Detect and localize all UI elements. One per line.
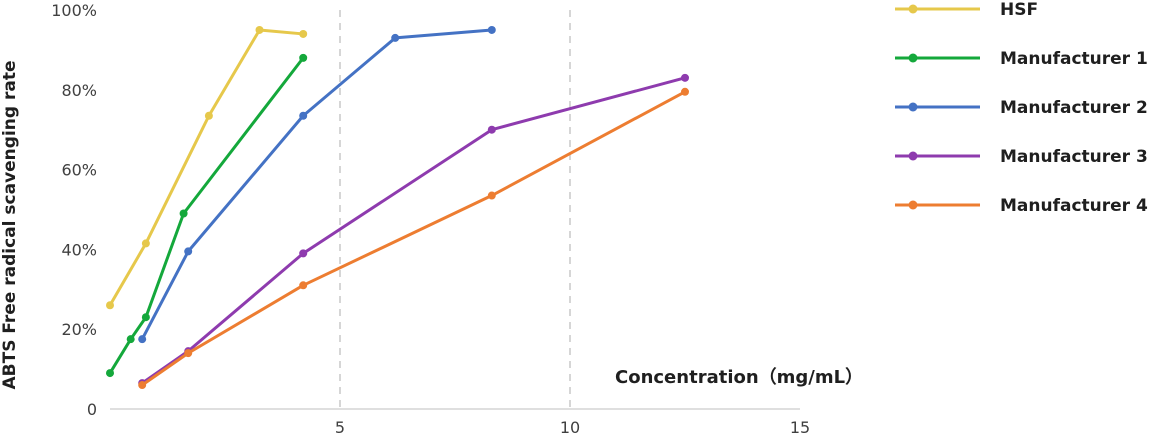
gridlines (339, 10, 571, 409)
data-point (184, 349, 193, 358)
series-line (140, 90, 687, 387)
series-group (106, 25, 689, 390)
data-point (184, 247, 193, 256)
data-point (141, 313, 150, 322)
y-axis-label: ABTS Free radical scavenging rate (0, 61, 20, 390)
series-1 (106, 53, 308, 378)
legend-item: Manufacturer 1 (895, 49, 1148, 69)
legend-label: Manufacturer 4 (1000, 196, 1148, 216)
data-point (179, 209, 188, 218)
y-tick-label: 0 (87, 400, 97, 419)
data-point (106, 369, 114, 378)
series-line (140, 28, 494, 341)
y-tick-label: 20% (61, 320, 97, 339)
y-tick-labels: 0 20% 40% 60% 80% 100% (51, 1, 97, 419)
x-tick-label: 15 (790, 418, 810, 436)
legend-label: Manufacturer 2 (1000, 98, 1148, 118)
x-tick-labels: 5 10 15 (335, 418, 810, 436)
legend-item: HSF (895, 0, 1038, 20)
data-point (106, 301, 114, 310)
legend-label: HSF (1000, 0, 1038, 20)
data-point (299, 53, 308, 62)
legend-item: Manufacturer 2 (895, 98, 1148, 118)
y-tick-label: 80% (61, 81, 97, 100)
data-point (487, 191, 496, 200)
series-line (108, 56, 305, 375)
x-tick-label: 5 (335, 418, 345, 436)
data-point (299, 111, 308, 120)
data-point (138, 335, 147, 344)
series-3 (138, 73, 689, 388)
series-4 (138, 87, 689, 390)
data-point (299, 249, 308, 258)
data-point (126, 335, 135, 344)
legend-marker (908, 53, 918, 63)
y-tick-label: 40% (61, 240, 97, 259)
legend-label: Manufacturer 3 (1000, 147, 1148, 167)
data-point (487, 25, 496, 34)
series-line (140, 76, 687, 385)
x-axis-label: Concentration（mg/mL） (615, 367, 863, 388)
legend-marker (908, 102, 918, 112)
data-point (391, 33, 400, 42)
x-tick-label: 10 (560, 418, 580, 436)
data-point (681, 73, 689, 82)
legend-item: Manufacturer 4 (895, 196, 1148, 216)
data-point (299, 29, 308, 38)
data-point (204, 111, 213, 120)
legend: HSF Manufacturer 1 Manufacturer 2 Manufactu… (895, 0, 1148, 216)
legend-marker (908, 151, 918, 161)
data-point (138, 381, 147, 390)
legend-marker (908, 4, 918, 14)
y-tick-label: 60% (61, 161, 97, 180)
legend-marker (908, 200, 918, 210)
data-point (255, 25, 264, 34)
legend-item: Manufacturer 3 (895, 147, 1148, 167)
data-point (681, 87, 689, 96)
data-point (299, 281, 308, 290)
series-line (108, 28, 305, 307)
data-point (487, 125, 496, 134)
series-2 (138, 25, 496, 344)
legend-label: Manufacturer 1 (1000, 49, 1148, 69)
data-point (141, 239, 150, 248)
series-0 (106, 25, 308, 310)
y-tick-label: 100% (51, 1, 97, 20)
